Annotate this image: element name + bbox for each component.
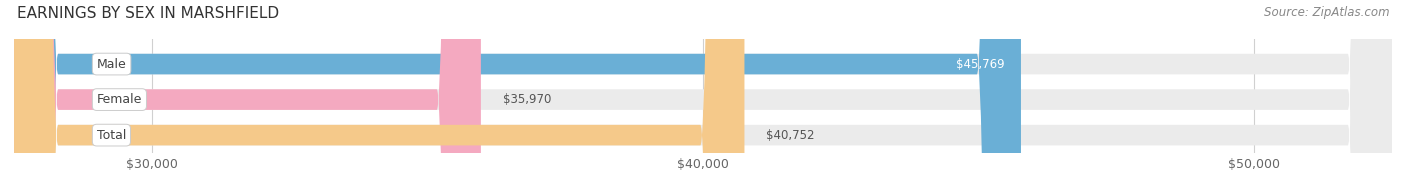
- Text: $35,970: $35,970: [503, 93, 551, 106]
- FancyBboxPatch shape: [14, 0, 481, 196]
- FancyBboxPatch shape: [14, 0, 1021, 196]
- Text: Male: Male: [97, 58, 127, 71]
- FancyBboxPatch shape: [14, 0, 744, 196]
- FancyBboxPatch shape: [14, 0, 1392, 196]
- Text: Total: Total: [97, 129, 127, 142]
- Text: $40,752: $40,752: [766, 129, 815, 142]
- Text: EARNINGS BY SEX IN MARSHFIELD: EARNINGS BY SEX IN MARSHFIELD: [17, 6, 278, 21]
- Text: $45,769: $45,769: [956, 58, 1004, 71]
- Text: Source: ZipAtlas.com: Source: ZipAtlas.com: [1264, 6, 1389, 19]
- FancyBboxPatch shape: [14, 0, 1392, 196]
- FancyBboxPatch shape: [14, 0, 1392, 196]
- Text: Female: Female: [97, 93, 142, 106]
